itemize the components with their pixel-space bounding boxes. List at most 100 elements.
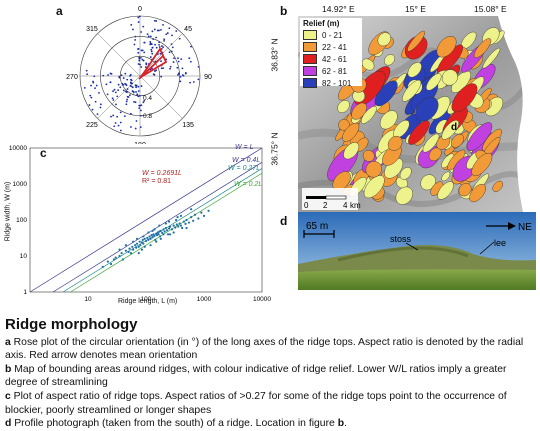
data-point <box>179 214 183 217</box>
rose-point <box>192 81 195 83</box>
rose-point <box>153 28 156 31</box>
reference-line <box>29 147 263 293</box>
rose-point <box>180 58 183 61</box>
rose-point <box>116 95 119 98</box>
data-point <box>172 231 175 234</box>
rose-point <box>133 43 136 46</box>
data-point <box>142 242 145 245</box>
data-point <box>200 211 203 214</box>
rose-point <box>138 57 141 60</box>
data-point <box>148 235 151 238</box>
tick-labels: 10 100 1000 10000 1 10 100 1000 10000 <box>9 145 271 303</box>
data-point <box>150 234 153 237</box>
data-point <box>202 214 206 217</box>
rose-point <box>144 66 147 68</box>
data-point <box>135 242 139 245</box>
rose-point <box>111 97 114 100</box>
ridge-polygon <box>441 120 459 140</box>
rose-point <box>110 115 112 118</box>
rose-point <box>125 100 128 103</box>
aspect-ratio-panel: 10 100 1000 10000 1 10 100 1000 10000 c W = 0.26… <box>0 142 272 312</box>
data-point <box>159 237 162 240</box>
rose-point <box>162 46 165 49</box>
reference-line <box>52 162 263 293</box>
y-axis-label: Ridge width, W (m) <box>4 181 12 242</box>
rose-point <box>171 46 174 49</box>
data-point <box>132 240 135 243</box>
ridge-polygon <box>360 106 377 124</box>
rose-point <box>177 74 179 76</box>
rose-point <box>197 78 200 81</box>
data-point <box>161 231 164 234</box>
rose-point <box>107 74 109 76</box>
rose-point <box>142 25 145 28</box>
data-point <box>190 208 193 211</box>
rose-point <box>170 50 173 53</box>
rose-point <box>138 94 141 97</box>
legend-items: 0 - 21 22 - 41 42 - 61 62 - 81 82 - 101 <box>300 29 362 89</box>
rose-point <box>152 38 155 41</box>
data-point <box>143 237 146 240</box>
rose-point <box>160 67 163 70</box>
rose-point <box>189 81 192 84</box>
panel-a-label: a <box>56 4 63 18</box>
data-point <box>106 260 109 263</box>
stoss-label: stoss <box>390 234 412 244</box>
rose-radial-tick: 0.4 <box>143 95 152 102</box>
rose-point <box>129 73 132 76</box>
rose-spoke <box>97 75 141 119</box>
rose-point <box>141 58 144 61</box>
data-point <box>168 233 172 236</box>
rose-point <box>163 38 166 41</box>
rose-point <box>179 80 182 83</box>
caption-text-d: Profile photograph (taken from the south… <box>14 418 338 430</box>
rose-point <box>137 85 140 88</box>
lat-tick-1: 36.83° N <box>269 38 280 72</box>
rose-point <box>90 96 93 99</box>
rose-point <box>118 75 121 78</box>
data-point <box>147 238 150 242</box>
rose-point <box>143 41 146 44</box>
scale-unit: km <box>350 201 361 210</box>
ridge-polygon <box>415 96 439 122</box>
legend-item: 22 - 41 <box>300 41 362 53</box>
y-tick-label: 10 <box>20 253 28 260</box>
rose-point <box>150 48 153 51</box>
rose-point <box>134 39 137 41</box>
data-point <box>159 229 162 232</box>
rose-point <box>96 113 99 116</box>
ridge-polygon <box>466 122 493 152</box>
ridge-polygon <box>407 30 426 52</box>
rose-point <box>169 65 172 68</box>
scale-2: 2 <box>323 201 328 210</box>
rose-point <box>116 115 119 118</box>
caption-item-b: b Map of bounding areas around ridges, w… <box>5 363 535 390</box>
reference-lines <box>29 147 263 293</box>
rose-point <box>106 93 109 96</box>
legend-label: 82 - 101 <box>322 78 352 88</box>
caption-item-d: d Profile photograph (taken from the sou… <box>5 417 535 431</box>
rose-point <box>153 19 156 22</box>
data-point <box>109 262 113 266</box>
rose-point <box>143 99 146 102</box>
rose-point <box>94 87 96 90</box>
rose-point <box>139 126 142 129</box>
data-point <box>121 258 125 261</box>
data-point <box>174 218 178 222</box>
data-point <box>170 228 174 231</box>
rose-point <box>92 81 95 84</box>
rose-point <box>149 43 152 46</box>
ridge-polygon <box>337 99 350 114</box>
profile-photo-panel: d 65 m NE stoss lee <box>272 212 536 290</box>
rose-point <box>122 89 125 92</box>
rose-point <box>85 69 88 72</box>
rose-point <box>171 34 173 37</box>
ridge-polygon <box>407 62 422 78</box>
rose-point <box>109 81 112 84</box>
ridge-polygon <box>473 38 492 58</box>
rose-point <box>145 62 148 65</box>
mean-orientation-arrow <box>140 47 168 78</box>
rose-point <box>142 101 145 104</box>
rose-angle-label: 135 <box>182 122 194 129</box>
y-tick-label: 100 <box>16 217 27 224</box>
